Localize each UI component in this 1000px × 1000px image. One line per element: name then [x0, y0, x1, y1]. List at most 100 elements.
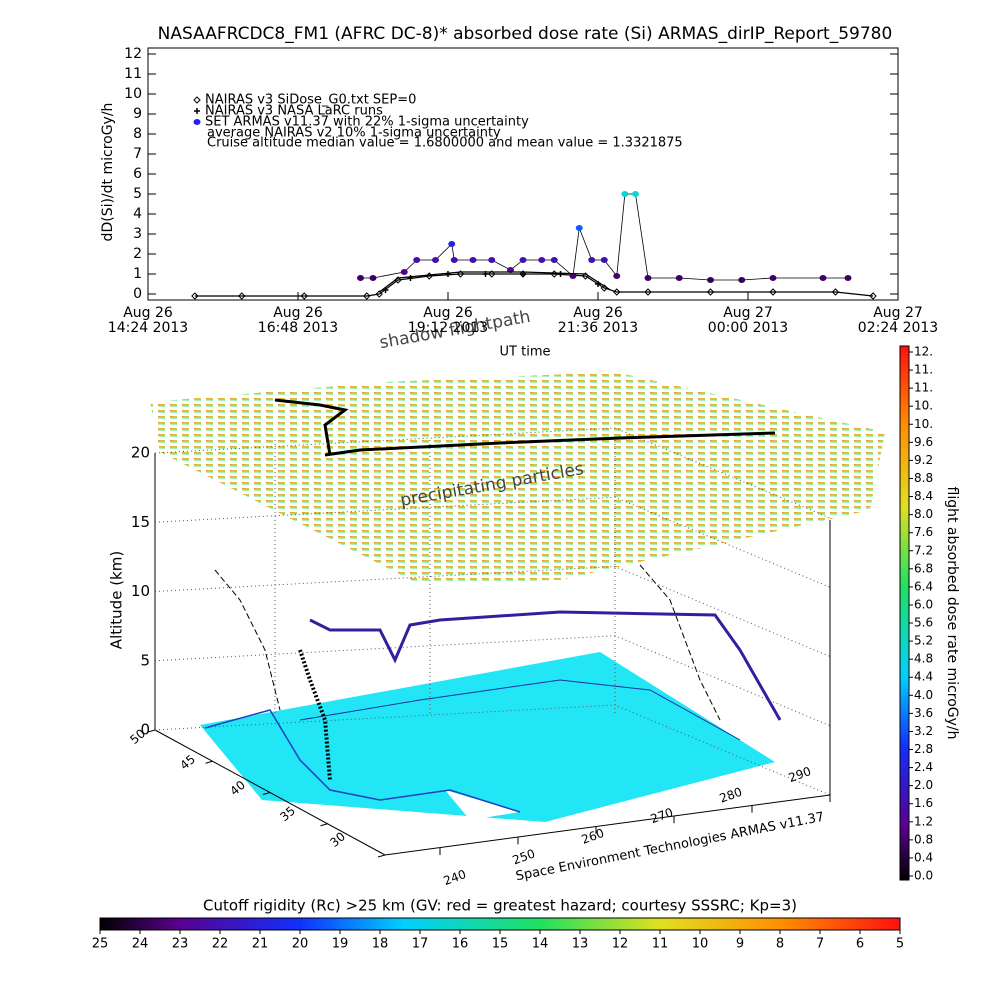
colorbar-tick-label: 9.2	[914, 453, 933, 467]
colorbar-tick-label: 5.2	[914, 634, 933, 648]
coastline	[204, 709, 521, 813]
data-point	[644, 288, 652, 296]
data-point	[238, 292, 246, 300]
shadow-path	[324, 431, 776, 457]
lat-tick-label: 30	[327, 829, 348, 850]
data-point	[569, 273, 577, 279]
data-point	[191, 292, 199, 300]
y-tick-label: 7	[133, 146, 142, 162]
colorbar-tick-label: 6.8	[914, 561, 933, 575]
colorbar-tick-label: 0.4	[914, 850, 933, 864]
z-tick-label: 5	[140, 651, 150, 669]
data-point	[538, 257, 546, 263]
data-point	[448, 241, 456, 247]
data-point	[369, 275, 377, 281]
series-line	[360, 193, 848, 281]
data-point	[613, 273, 621, 279]
colorbar-tick-label: 0.0	[914, 869, 933, 883]
y-tick-label: 6	[133, 166, 142, 182]
x-tick-label: Aug 26 14:24 2013	[107, 305, 189, 336]
x-tick-label: Aug 26 16:48 2013	[257, 305, 339, 336]
colorbar-tick-label: 1.6	[914, 796, 933, 810]
colorbar-tick-label: 19	[332, 937, 349, 952]
data-point	[300, 292, 308, 300]
colorbar-tick-label: 15	[492, 937, 509, 952]
x-tick-label: Aug 26 21:36 2013	[557, 305, 639, 336]
y-tick-label: 8	[133, 126, 142, 142]
colorbar-tick-label: 0.8	[914, 832, 933, 846]
colorbar-title: Cutoff rigidity (Rc) >25 km (GV: red = g…	[203, 897, 797, 915]
data-point	[707, 277, 714, 283]
colorbar-tick-label: 4.0	[914, 688, 933, 702]
data-point	[819, 275, 827, 281]
colorbar-tick-label: 13	[572, 937, 589, 952]
data-point	[675, 275, 683, 281]
data-point	[831, 288, 840, 296]
data-point	[363, 292, 371, 300]
y-tick-label: 3	[133, 226, 142, 242]
map-gap	[445, 790, 520, 820]
data-point	[488, 270, 496, 278]
colorbar-tick-label: 12	[612, 937, 629, 952]
data-point	[588, 257, 596, 263]
chart-title: NASAAFRCDC8_FM1 (AFRC DC-8)* absorbed do…	[158, 24, 893, 44]
lon-tick-label: 280	[718, 785, 744, 806]
colorbar-tick-label: 7	[816, 937, 824, 952]
colorbar-tick-label: 12.	[914, 345, 933, 359]
y-tick-label: 10	[124, 86, 142, 102]
data-point	[456, 270, 465, 278]
border	[299, 679, 741, 741]
shadow-path	[274, 398, 349, 456]
colorbar-tick-label: 7.2	[914, 543, 933, 557]
data-point	[869, 292, 877, 300]
legend-marker	[193, 119, 201, 125]
y-tick-label: 4	[133, 206, 142, 222]
data-point	[621, 191, 629, 197]
z-tick-label: 0	[140, 721, 150, 739]
flightpath	[298, 649, 332, 781]
colorbar-tick-label: 8.4	[914, 489, 933, 503]
colorbar-horizontal	[99, 917, 901, 931]
colorbar-tick-label: 10.	[914, 399, 933, 413]
y-tick-label: 0	[133, 286, 142, 302]
colorbar-tick-label: 6.0	[914, 597, 933, 611]
colorbar-tick-label: 5.6	[914, 616, 933, 630]
lat-tick-label: 45	[177, 752, 198, 773]
colorbar-tick-label: 5	[896, 937, 904, 952]
colorbar-tick-label: 8.0	[914, 507, 933, 521]
lat-tick-label: 40	[227, 778, 248, 799]
data-point	[600, 257, 608, 263]
z-tick-label: 15	[131, 513, 150, 531]
data-point	[445, 271, 451, 277]
colorbar-tick-label: 6	[856, 937, 864, 952]
data-point	[769, 288, 777, 296]
colorbar-tick-label: 2.8	[914, 742, 933, 756]
y-tick-label: 9	[133, 106, 142, 122]
data-point	[407, 275, 414, 281]
x-tick-label: Aug 27 00:00 2013	[707, 305, 789, 336]
colorbar-tick-label: 4.8	[914, 652, 933, 666]
data-point	[844, 275, 852, 281]
colorbar-tick-label: 9.6	[914, 435, 933, 449]
colorbar-tick-label: 7.6	[914, 525, 933, 539]
map-floor	[200, 652, 775, 822]
colorbar-tick-label: 11.	[914, 363, 933, 377]
colorbar-tick-label: 9	[736, 937, 744, 952]
data-point	[432, 257, 439, 263]
legend-marker	[193, 96, 201, 104]
lat-tick	[262, 792, 271, 795]
colorbar-tick-label: 14	[532, 937, 549, 952]
lon-tick-label: 240	[442, 867, 468, 888]
colorbar-tick-label: 10	[692, 937, 709, 952]
colorbar-tick-label: 3.2	[914, 724, 933, 738]
data-point	[644, 275, 652, 281]
scene-3d	[150, 372, 885, 856]
lon-tick-label: 260	[580, 826, 606, 847]
z-tick-label: 20	[131, 444, 150, 462]
colorbar-tick-label: 2.4	[914, 760, 933, 774]
y-tick-label: 1	[133, 266, 142, 282]
data-point	[613, 288, 621, 296]
colorbar-tick-label: 8	[776, 937, 784, 952]
grid-line	[154, 565, 831, 657]
